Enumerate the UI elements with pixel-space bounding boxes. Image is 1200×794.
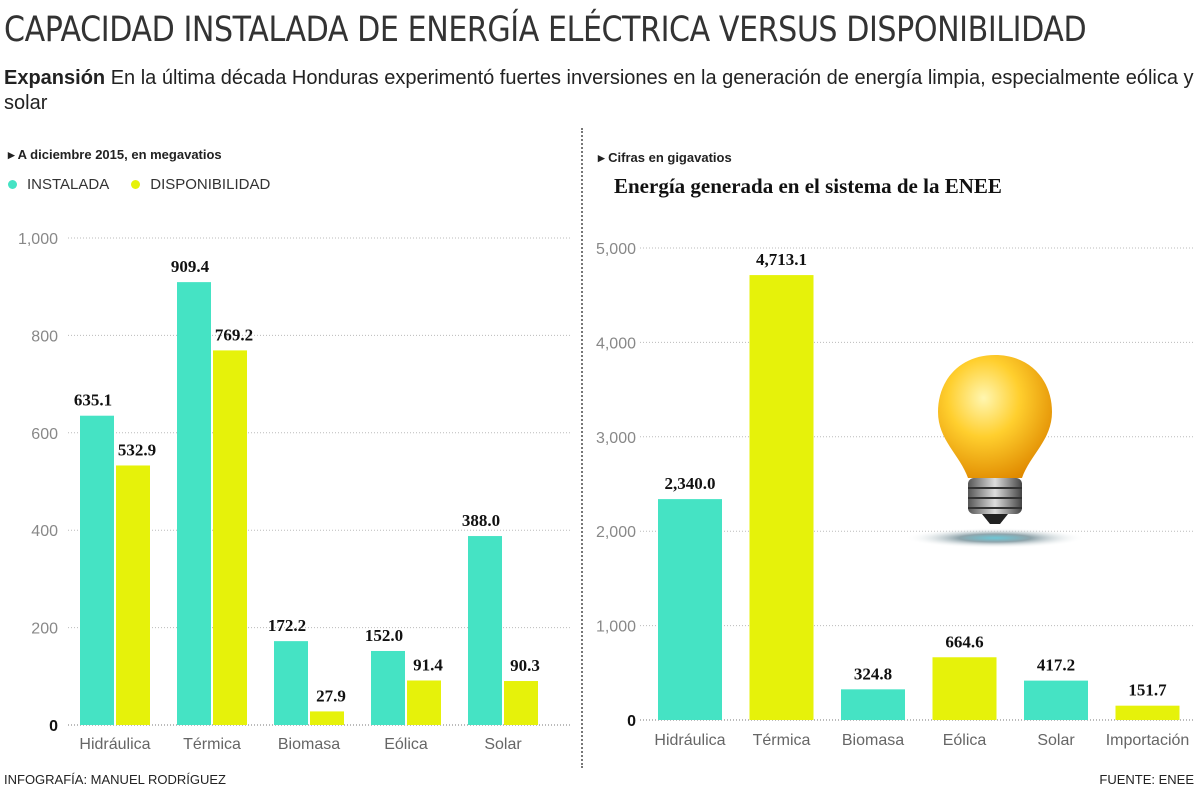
right-note-text: Cifras en gigavatios [608,150,732,165]
data-label: 152.0 [365,626,403,645]
x-tick-label: Térmica [183,736,241,753]
source: FUENTE: ENEE [1099,772,1194,787]
bar-instalada [371,650,405,725]
x-tick-label: Hidráulica [654,732,725,749]
data-label: 172.2 [268,616,306,635]
y-tick-label: 1,000 [596,619,636,636]
y-tick-label: 2,000 [596,524,636,541]
y-tick-label: 200 [31,621,58,638]
x-tick-label: Solar [484,736,522,753]
credit: INFOGRAFÍA: MANUEL RODRÍGUEZ [4,772,226,787]
bar [1024,680,1088,720]
x-tick-label: Biomasa [278,736,340,753]
bar [1115,705,1180,720]
right-note: ▸ Cifras en gigavatios [598,150,732,165]
legend-dot-instalada [8,180,17,189]
y-tick-label: 3,000 [596,430,636,447]
data-label: 417.2 [1037,656,1075,675]
data-label: 151.7 [1128,681,1167,700]
bar-disponibilidad [504,681,538,725]
bar [749,275,814,720]
data-label: 635.1 [74,391,112,410]
data-label: 909.4 [171,257,210,276]
data-label: 4,713.1 [756,250,807,269]
legend-dot-disponibilidad [131,180,141,189]
y-tick-label: 0 [49,718,58,735]
x-tick-label: Importación [1106,732,1190,749]
data-label: 90.3 [510,656,540,675]
data-label: 664.6 [945,632,983,651]
bar [658,499,722,720]
bar-disponibilidad [116,465,150,725]
y-tick-label: 800 [31,328,58,345]
x-tick-label: Hidráulica [79,736,150,753]
y-tick-label: 4,000 [596,335,636,352]
x-tick-label: Biomasa [842,732,904,749]
x-tick-label: Eólica [943,732,987,749]
legend-item-instalada: INSTALADA [8,176,109,193]
y-tick-label: 1,000 [18,231,58,248]
x-tick-label: Eólica [384,736,428,753]
legend-label: INSTALADA [27,176,110,193]
bar-disponibilidad [213,350,247,725]
data-label: 388.0 [462,511,500,530]
y-tick-label: 600 [31,426,58,443]
data-label: 27.9 [316,686,346,705]
legend-label: DISPONIBILIDAD [150,176,271,193]
y-tick-label: 400 [31,523,58,540]
data-label: 324.8 [854,664,892,683]
x-tick-label: Térmica [753,732,811,749]
y-tick-label: 0 [627,713,636,730]
bar-instalada [274,641,308,725]
intro-body: En la última década Honduras experimentó… [4,67,1194,114]
intro-lead: Expansión [4,67,106,89]
bar-instalada [468,536,502,725]
bar-disponibilidad [407,680,441,725]
divider [581,128,583,768]
data-label: 2,340.0 [665,474,716,493]
lightbulb-icon [905,355,1085,548]
data-label: 91.4 [413,655,443,674]
right-chart-title: Energía generada en el sistema de la ENE… [614,174,1002,198]
bar [932,657,997,720]
data-label: 532.9 [118,440,156,459]
left-note: ▸ A diciembre 2015, en megavatios [8,147,222,162]
x-tick-label: Solar [1037,732,1075,749]
y-tick-label: 5,000 [596,241,636,258]
bar-instalada [177,282,211,725]
bar-instalada [80,415,114,725]
intro-text: Expansión En la última década Honduras e… [4,66,1194,116]
left-note-text: A diciembre 2015, en megavatios [17,147,222,162]
legend: INSTALADA DISPONIBILIDAD [8,176,270,193]
data-label: 769.2 [215,325,253,344]
bar [841,689,905,720]
bar-disponibilidad [310,711,344,725]
page-title: CAPACIDAD INSTALADA DE ENERGÍA ELÉCTRICA… [4,10,1087,50]
legend-item-disponibilidad: DISPONIBILIDAD [131,176,270,193]
